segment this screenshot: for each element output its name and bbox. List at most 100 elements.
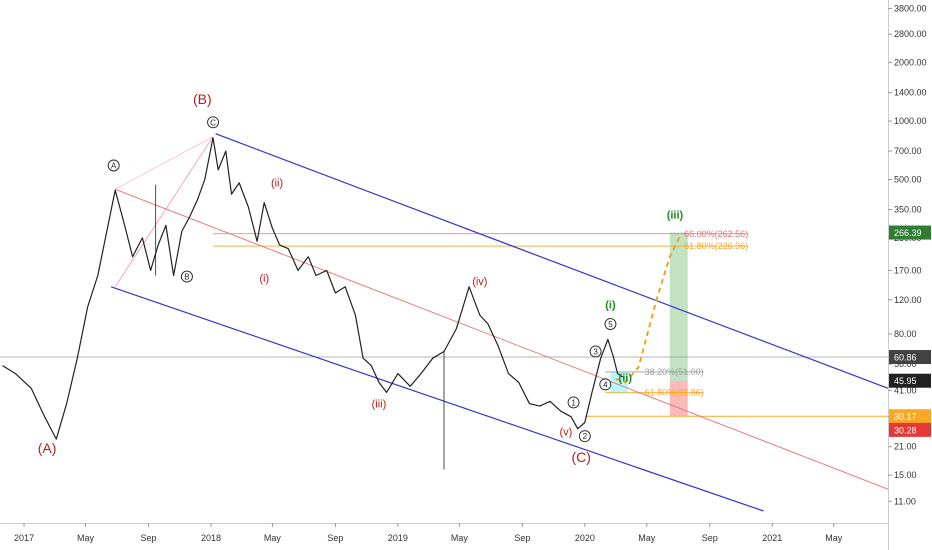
wave-label-text: (iii) — [667, 209, 684, 221]
y-tick-label: 21.00 — [894, 442, 917, 452]
wave-label-circle: 4 — [599, 378, 612, 391]
fib-level-label: 66.00%(262.56) — [684, 229, 748, 239]
x-tick-label: May — [451, 533, 469, 543]
wave-label-circle: B — [180, 270, 193, 283]
x-tick-label: May — [825, 533, 843, 543]
wave-label-text: C — [210, 118, 216, 127]
wave-label-text: (v) — [559, 426, 572, 438]
x-tick-label: Sep — [514, 533, 530, 543]
wave-label-ring — [207, 116, 219, 129]
price-box: 266.39 — [889, 225, 931, 240]
y-tick-label: 350.00 — [894, 205, 922, 215]
wave-label-text: 4 — [603, 380, 608, 389]
y-tick-label: 56.00 — [894, 359, 917, 369]
fib-level-label: 61.80%(226.96) — [684, 241, 748, 251]
wave-connector — [115, 136, 214, 190]
channel-lower-line — [110, 286, 764, 512]
channel-upper-line — [215, 133, 889, 389]
price-box-label: 60.86 — [894, 353, 917, 363]
price-box-bg — [889, 225, 931, 240]
wave-label-text: (ii) — [271, 177, 283, 189]
price-box-label: 45.95 — [894, 376, 917, 386]
wave-label-ring — [180, 270, 193, 283]
y-tick-label: 11.00 — [894, 496, 916, 506]
y-tick-label: 120.00 — [894, 295, 922, 305]
price-box-label: 30.28 — [894, 425, 917, 435]
wave-label-circle: 1 — [567, 396, 580, 409]
wave-label-text: (iv) — [472, 276, 487, 288]
price-series-line — [2, 137, 624, 440]
fib-level-label: 61.80%(39.86) — [645, 388, 704, 398]
wave-label-text: A — [111, 161, 117, 170]
wave-label-circle: 5 — [604, 318, 617, 330]
y-axis: 3800.00 2800.00 2000.00 1400.00 1000.00 700.0… — [888, 0, 932, 550]
price-box: 30.17 — [889, 409, 931, 424]
wave-label-text: 3 — [593, 347, 598, 356]
wave-label-circle: 3 — [589, 345, 602, 358]
x-tick-label: May — [77, 533, 95, 543]
wave-label-text: (i) — [605, 300, 616, 312]
x-tick-label: May — [264, 533, 282, 543]
y-tick-label: 80.00 — [894, 329, 917, 339]
price-box-label: 266.39 — [894, 228, 922, 238]
y-tick-label: 2800.00 — [894, 29, 927, 39]
wave-connector — [114, 136, 214, 287]
projection-path — [615, 235, 681, 384]
x-tick-label: Sep — [141, 533, 157, 543]
price-box-label: 30.17 — [894, 412, 917, 422]
y-axis-background — [888, 0, 932, 550]
wave-label-text: (A) — [38, 440, 57, 456]
wave-label-ring — [599, 378, 612, 391]
x-tick-label: 2020 — [575, 533, 595, 543]
wave-label-text: 5 — [608, 320, 613, 329]
y-tick-label: 170.00 — [894, 265, 922, 275]
x-tick-label: May — [638, 533, 656, 543]
y-tick-label: 1400.00 — [894, 88, 927, 98]
y-tick-label: 3800.00 — [894, 3, 927, 13]
wave-label-ring — [567, 396, 580, 409]
wave-label-text: (i) — [259, 273, 269, 285]
wave-label-text: (C) — [572, 449, 591, 465]
wave-label-ring — [604, 318, 617, 330]
wave-label-circle: 2 — [578, 430, 591, 443]
wave-label-ring — [107, 159, 120, 172]
x-tick-label: 2021 — [762, 533, 782, 543]
y-tick-label: 2000.00 — [894, 58, 927, 68]
wave-label-text: 2 — [583, 432, 588, 441]
x-tick-label: Sep — [327, 533, 343, 543]
price-box-bg — [889, 373, 931, 388]
stop-loss-zone — [669, 380, 688, 416]
price-box-bg — [889, 409, 931, 424]
y-tick-label: 15.00 — [894, 470, 917, 480]
price-box-bg — [889, 350, 931, 365]
channel-mid-line — [115, 188, 889, 490]
price-box-bg — [889, 422, 931, 437]
wave-label-text: B — [184, 273, 189, 282]
target-profit-zone — [669, 232, 688, 381]
x-axis-background — [0, 523, 932, 550]
wave-label-circle: C — [207, 116, 219, 129]
x-tick-label: 2018 — [201, 533, 221, 543]
wave-label-text: (B) — [193, 91, 212, 107]
y-tick-label: 1000.00 — [894, 116, 927, 126]
price-box: 60.86 — [889, 350, 931, 365]
x-tick-label: 2017 — [14, 533, 34, 543]
wave-label-text: 1 — [571, 398, 576, 407]
wave-label-text: (iii) — [372, 398, 387, 410]
y-tick-label: 500.00 — [894, 174, 922, 184]
wave-label-text: (ii) — [619, 373, 633, 385]
price-box: 30.28 — [889, 422, 931, 437]
wave-label-ring — [578, 430, 591, 443]
y-tick-label: 41.00 — [894, 385, 917, 395]
x-tick-label: 2019 — [388, 533, 408, 543]
price-box: 45.95 — [889, 373, 931, 388]
y-tick-label: 700.00 — [894, 146, 922, 156]
wave-label-circle: A — [107, 159, 120, 172]
x-axis: 2017 May Sep 2018 May Sep 2019 May Sep 2020 May Sep… — [0, 523, 932, 550]
x-tick-label: Sep — [702, 533, 718, 543]
fib-level-label: 38.20%(51.00) — [645, 367, 704, 377]
